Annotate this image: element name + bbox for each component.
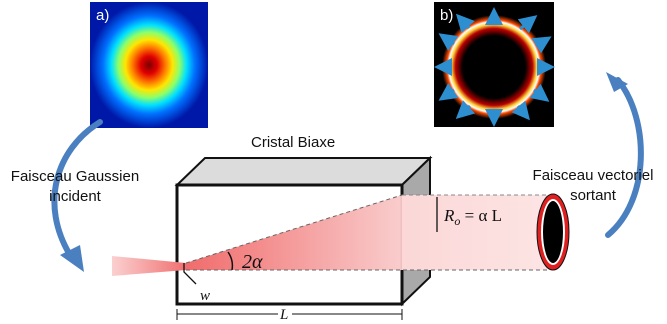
left-curved-arrow (51, 119, 103, 258)
length-label: L (279, 307, 288, 323)
right-curved-arrow (605, 77, 644, 238)
radius-label: Ro = α L (443, 206, 502, 228)
output-beam (402, 195, 547, 270)
polarization-arrows (434, 7, 555, 127)
cone-edge (185, 194, 403, 264)
waist-label: w (200, 288, 210, 304)
crystal-label: Cristal Biaxe (251, 134, 335, 151)
panel-b-label: b) (440, 7, 453, 24)
input-beam-label-line1: Faisceau Gaussien (11, 168, 139, 185)
angle-arc (227, 251, 234, 271)
conical-beam (186, 195, 402, 270)
angle-label: 2α (242, 251, 263, 273)
panel-a-label: a) (96, 7, 109, 24)
waist-marker (183, 263, 197, 285)
length-label-bg (278, 306, 292, 322)
output-ring (536, 193, 570, 271)
output-beam-label-line2: sortant (570, 187, 617, 204)
output-beam-label-line1: Faisceau vectoriel (533, 167, 654, 184)
gaussian-beam-panel: a) (90, 2, 208, 128)
left-arrow-head (60, 245, 84, 272)
input-beam (112, 256, 186, 276)
right-arrow-head (606, 72, 628, 92)
vector-beam-panel: b) (434, 2, 555, 127)
input-beam-label-line2: incident (49, 188, 102, 205)
